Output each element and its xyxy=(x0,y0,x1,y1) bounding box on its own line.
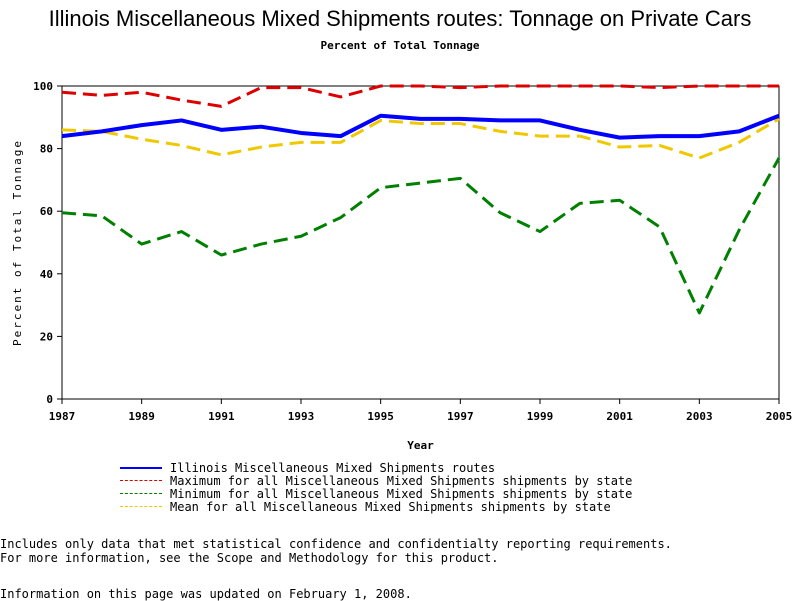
legend-label: Minimum for all Miscellaneous Mixed Ship… xyxy=(170,486,633,501)
x-tick-label: 1989 xyxy=(128,410,155,423)
chart-legend: Illinois Miscellaneous Mixed Shipments r… xyxy=(120,460,633,514)
legend-swatch xyxy=(120,506,162,507)
update-notice: Information on this page was updated on … xyxy=(0,587,412,601)
series-line-2 xyxy=(61,157,781,315)
y-tick-label: 40 xyxy=(40,268,53,281)
legend-entry: Minimum for all Miscellaneous Mixed Ship… xyxy=(120,486,633,501)
footnotes: Includes only data that met statistical … xyxy=(0,537,672,565)
x-tick-label: 1993 xyxy=(288,410,315,423)
chart-series xyxy=(61,84,781,315)
chart-ticks: 1987 1989 1991 1993 1995 1997 1999 2001 2003 2005… xyxy=(33,80,792,423)
x-axis-label: Year xyxy=(407,439,434,452)
chart-axes xyxy=(61,85,780,400)
footnote-confidence: Includes only data that met statistical … xyxy=(0,537,672,551)
x-tick-label: 1987 xyxy=(49,410,76,423)
x-tick-label: 2001 xyxy=(606,410,633,423)
legend-entry: Maximum for all Miscellaneous Mixed Ship… xyxy=(120,473,633,488)
legend-label: Maximum for all Miscellaneous Mixed Ship… xyxy=(170,473,633,488)
legend-entry: Illinois Miscellaneous Mixed Shipments r… xyxy=(120,460,632,475)
series-line-1 xyxy=(61,84,779,108)
line-chart: 1987 1989 1991 1993 1995 1997 1999 2001 2003 2005… xyxy=(11,80,792,452)
series-line-3 xyxy=(61,117,780,160)
y-tick-label: 100 xyxy=(33,80,53,93)
plot-frame xyxy=(61,85,780,400)
y-tick-label: 0 xyxy=(46,393,53,406)
legend-label: Mean for all Miscellaneous Mixed Shipmen… xyxy=(170,499,611,514)
legend-swatch xyxy=(120,493,162,494)
legend-swatch xyxy=(120,480,162,481)
x-tick-label: 1999 xyxy=(527,410,554,423)
chart-title: Illinois Miscellaneous Mixed Shipments r… xyxy=(48,6,752,31)
x-tick-label: 2003 xyxy=(686,410,713,423)
x-tick-label: 1997 xyxy=(447,410,474,423)
legend-label: Illinois Miscellaneous Mixed Shipments r… xyxy=(170,460,496,475)
y-axis-label: Percent of Total Tonnage xyxy=(11,139,24,346)
chart-subtitle: Percent of Total Tonnage xyxy=(320,39,480,52)
y-tick-label: 80 xyxy=(40,143,53,156)
x-tick-label: 2005 xyxy=(766,410,793,423)
y-tick-label: 20 xyxy=(40,330,53,343)
legend-swatch xyxy=(120,466,162,469)
legend-entry: Mean for all Miscellaneous Mixed Shipmen… xyxy=(120,499,632,514)
footnote-methodology: For more information, see the Scope and … xyxy=(0,551,499,565)
y-tick-label: 60 xyxy=(40,205,53,218)
x-tick-label: 1995 xyxy=(367,410,394,423)
x-tick-label: 1991 xyxy=(208,410,235,423)
series-line-0 xyxy=(61,113,780,140)
